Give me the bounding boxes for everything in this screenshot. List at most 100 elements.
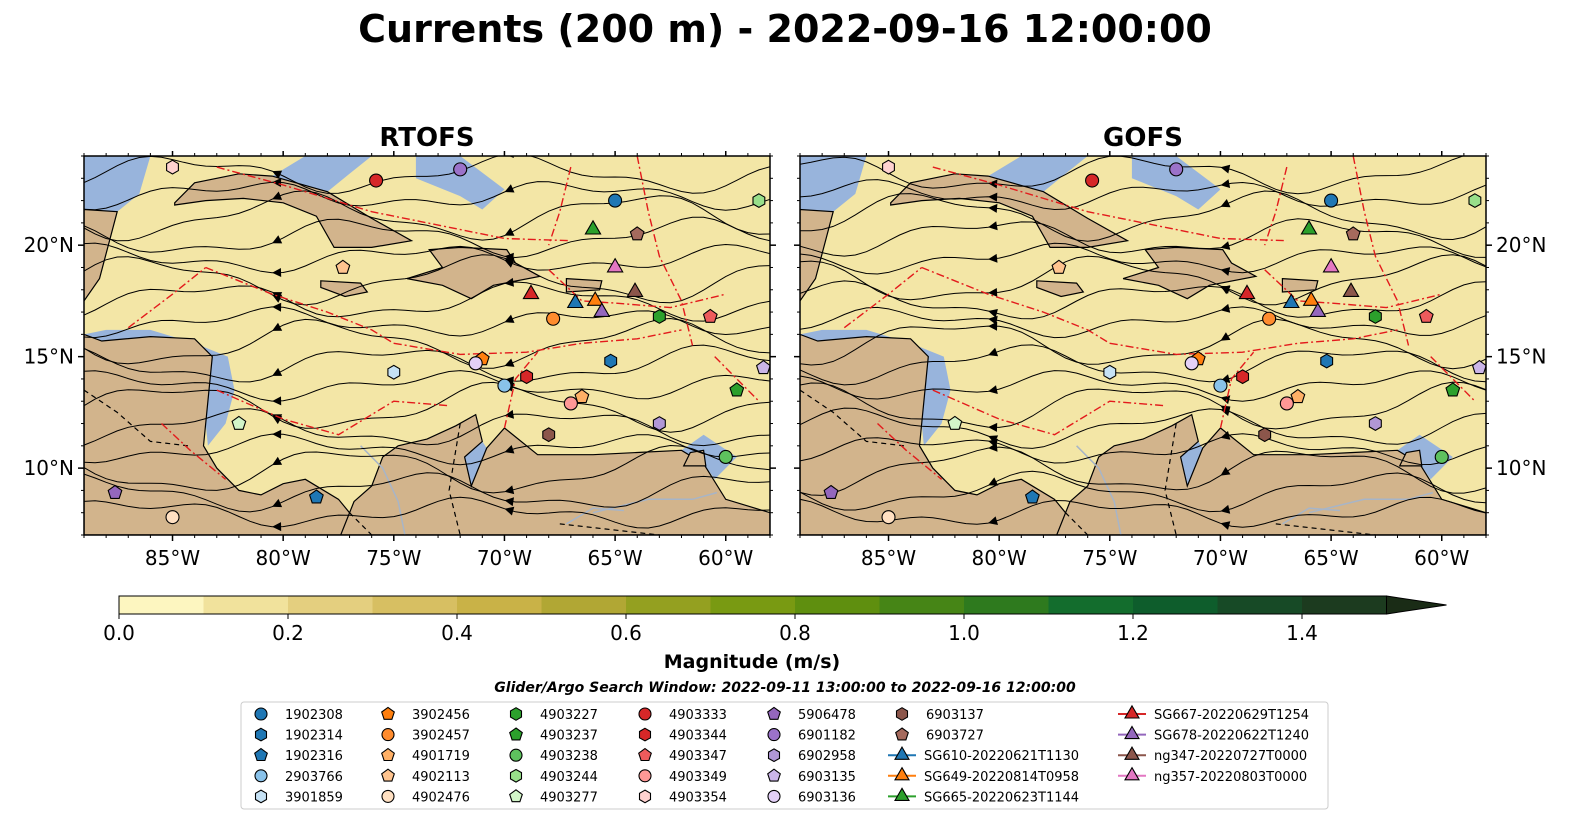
legend-label: 3901859 <box>285 790 343 805</box>
legend-marker <box>640 728 651 741</box>
x-tick-label: 60°W <box>698 546 753 570</box>
legend-marker <box>256 728 267 741</box>
legend-label: 5906478 <box>798 708 856 723</box>
colorbar-bins <box>119 596 1447 614</box>
x-tick-label: 60°W <box>1414 546 1469 570</box>
obs-marker-6902958 <box>1369 417 1381 431</box>
y-tick-label: 20°N <box>24 233 74 257</box>
legend-label: 1902316 <box>285 749 343 764</box>
legend-label: 4903244 <box>540 770 598 785</box>
figure-title: Currents (200 m) - 2022-09-16 12:00:00 <box>358 7 1212 51</box>
legend-label: 6902958 <box>798 749 856 764</box>
legend-label: 6903135 <box>798 770 856 785</box>
colorbar-bin <box>626 596 711 614</box>
colorbar-bin <box>711 596 796 614</box>
obs-marker-1902308 <box>609 194 622 207</box>
legend: 1902308 1902314 1902316 2903766 3901859 39024… <box>241 702 1328 809</box>
legend-label: 1902314 <box>285 729 343 744</box>
legend-marker <box>510 749 522 761</box>
obs-marker-6902958 <box>653 417 665 431</box>
x-tick-label: 75°W <box>1082 546 1137 570</box>
colorbar-tick-label: 0.6 <box>610 621 642 645</box>
y-tick-label: 10°N <box>1496 456 1546 480</box>
x-tick-label: 70°W <box>1193 546 1248 570</box>
x-tick-label: 80°W <box>256 546 311 570</box>
y-tick-label: 10°N <box>24 456 74 480</box>
legend-label: ng357-20220803T0000 <box>1154 770 1307 785</box>
obs-marker-4902476 <box>882 511 895 524</box>
legend-label: 3902456 <box>412 708 470 723</box>
colorbar-bin <box>1218 596 1303 614</box>
legend-marker <box>255 770 267 782</box>
legend-label: ng347-20220727T0000 <box>1154 749 1307 764</box>
colorbar-tick-label: 1.4 <box>1286 621 1318 645</box>
search-window-text: Glider/Argo Search Window: 2022-09-11 13… <box>494 680 1076 696</box>
obs-marker-6901182 <box>1170 163 1183 176</box>
x-tick-label: 85°W <box>861 546 916 570</box>
obs-marker-4903238 <box>719 450 732 463</box>
legend-label: 4903349 <box>669 770 727 785</box>
x-tick-label: 85°W <box>145 546 200 570</box>
obs-marker-6903136 <box>1185 357 1198 370</box>
legend-label: 4903344 <box>669 729 727 744</box>
obs-marker-4903244 <box>1469 194 1481 208</box>
obs-marker-1902314 <box>605 354 617 368</box>
colorbar-tick-label: 1.0 <box>948 621 980 645</box>
colorbar-tick-label: 1.2 <box>1117 621 1149 645</box>
colorbar-bin <box>119 596 204 614</box>
legend-label: 4903347 <box>669 749 727 764</box>
obs-marker-4903344 <box>1237 370 1249 384</box>
legend-marker <box>511 708 522 721</box>
legend-label: 4903227 <box>540 708 598 723</box>
legend-label: SG649-20220814T0958 <box>924 770 1079 785</box>
legend-label: SG678-20220622T1240 <box>1154 729 1309 744</box>
obs-marker-3902457 <box>1263 312 1276 325</box>
legend-label: 2903766 <box>285 770 343 785</box>
legend-marker <box>256 790 267 803</box>
obs-marker-3902457 <box>547 312 560 325</box>
legend-label: SG665-20220623T1144 <box>924 790 1079 805</box>
obs-marker-1902314 <box>1321 354 1333 368</box>
legend-label: 1902308 <box>285 708 343 723</box>
legend-label: 4903277 <box>540 790 598 805</box>
legend-label: 4903238 <box>540 749 598 764</box>
x-tick-label: 70°W <box>477 546 532 570</box>
colorbar-tick-label: 0.8 <box>779 621 811 645</box>
legend-label: 4902113 <box>412 770 470 785</box>
legend-marker <box>639 708 651 720</box>
obs-marker-4903344 <box>521 370 533 384</box>
map-panel-gofs: GOFS 85°W80°W75°W70°W65°W60°W 10°N15°N20… <box>794 123 1546 570</box>
colorbar-bin <box>204 596 289 614</box>
colorbar-bin <box>964 596 1049 614</box>
obs-marker-4903349 <box>1280 397 1293 410</box>
legend-label: 4903354 <box>669 790 727 805</box>
map-panel-rtofs: RTOFS 85°W80°W75°W70°W65°W60°W 10°N15°N2… <box>24 123 776 570</box>
obs-marker-6903137 <box>1259 428 1271 442</box>
legend-label: 6903727 <box>926 729 984 744</box>
legend-label: 4903237 <box>540 729 598 744</box>
obs-marker-4903244 <box>753 194 765 208</box>
y-tick-label: 15°N <box>1496 345 1546 369</box>
legend-marker <box>768 729 780 741</box>
colorbar-bin <box>373 596 458 614</box>
obs-marker-2903766 <box>498 379 511 392</box>
colorbar-bin <box>1302 596 1387 614</box>
legend-marker <box>769 749 780 762</box>
legend-marker <box>640 790 651 803</box>
legend-label: 6903136 <box>798 790 856 805</box>
x-tick-label: 75°W <box>366 546 421 570</box>
colorbar-ticks: 0.00.20.40.60.81.01.21.4 <box>103 614 1318 645</box>
colorbar: 0.00.20.40.60.81.01.21.4 Magnitude (m/s) <box>103 596 1446 673</box>
y-tick-label: 20°N <box>1496 233 1546 257</box>
colorbar-bin <box>795 596 880 614</box>
legend-marker <box>511 770 522 783</box>
obs-marker-4902476 <box>166 511 179 524</box>
colorbar-bin <box>457 596 542 614</box>
obs-marker-4903354 <box>167 160 179 174</box>
obs-marker-1902308 <box>1325 194 1338 207</box>
legend-marker <box>768 790 780 802</box>
legend-marker <box>639 770 651 782</box>
obs-marker-3901859 <box>388 365 400 379</box>
legend-label: 6901182 <box>798 729 856 744</box>
colorbar-bin <box>1133 596 1218 614</box>
